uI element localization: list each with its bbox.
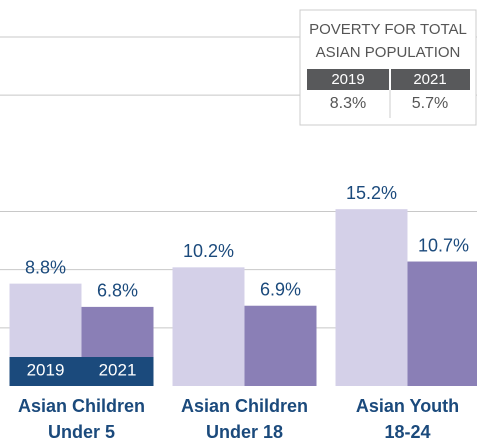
inset-value: 8.3% (330, 95, 366, 112)
legend-label: 2021 (99, 360, 137, 379)
inset-box (299, 9, 477, 126)
bars: 8.8% 6.8% Asian Children Under 5 10.2% 6.9% As… (9, 183, 477, 442)
inset-header-cell (307, 69, 389, 90)
value-label: 15.2% (346, 183, 397, 203)
bar (244, 305, 317, 386)
bar (335, 209, 408, 386)
inset-title: POVERTY FOR TOTAL (309, 21, 467, 38)
x-tick-label: Asian Children (181, 396, 308, 416)
value-label: 6.9% (260, 279, 301, 299)
inset-header: 2019 (331, 71, 364, 88)
inset-title: ASIAN POPULATION (316, 44, 461, 61)
inset-header-cell (391, 69, 470, 90)
value-label: 10.7% (418, 235, 469, 255)
bar (172, 267, 245, 386)
x-tick-label: Under 5 (48, 422, 115, 442)
x-tick-label: Asian Children (18, 396, 145, 416)
inset-table: POVERTY FOR TOTAL ASIAN POPULATION 2019 … (299, 9, 477, 126)
inset-value: 5.7% (412, 95, 448, 112)
value-label: 6.8% (97, 281, 138, 301)
bar (407, 261, 477, 386)
x-tick-label: Asian Youth (356, 396, 459, 416)
legend-label: 2019 (27, 360, 65, 379)
legend-box (9, 357, 154, 386)
inset-header: 2021 (413, 71, 446, 88)
x-tick-label: Under 18 (206, 422, 283, 442)
value-label: 10.2% (183, 241, 234, 261)
value-label: 8.8% (25, 257, 66, 277)
x-tick-label: 18-24 (384, 422, 430, 442)
